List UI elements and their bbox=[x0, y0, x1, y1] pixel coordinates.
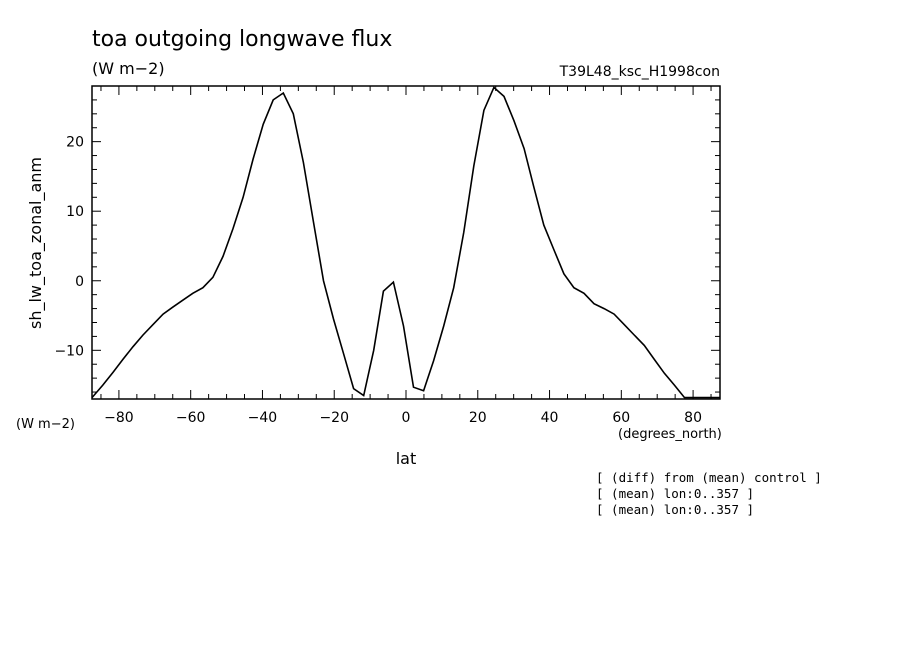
x-tick-label: 0 bbox=[402, 410, 411, 426]
x-tick-label: −60 bbox=[176, 410, 206, 426]
y-tick-label: 20 bbox=[66, 135, 84, 151]
chart-units: (W m−2) bbox=[92, 59, 165, 78]
x-tick-label: 20 bbox=[469, 410, 487, 426]
y-tick-label: 10 bbox=[66, 204, 84, 220]
x-tick-label: 40 bbox=[541, 410, 559, 426]
axis-ticks bbox=[92, 85, 720, 399]
y-tick-label: −10 bbox=[54, 343, 84, 359]
tick-labels: −80 −60 −40 −20 0 20 40 60 80 −10 0 10 20 bbox=[54, 135, 702, 426]
y-axis-label: sh_lw_toa_zonal_anm bbox=[26, 157, 46, 329]
annotation-mean-lon-2: [ (mean) lon:0..357 ] bbox=[596, 502, 754, 517]
y-axis-units: (W m−2) bbox=[16, 417, 75, 432]
x-axis-label: lat bbox=[396, 449, 417, 468]
x-axis-units: (degrees_north) bbox=[618, 427, 722, 442]
x-tick-label: 60 bbox=[612, 410, 630, 426]
series-line bbox=[91, 86, 720, 399]
chart-title: toa outgoing longwave flux bbox=[92, 27, 392, 52]
y-tick-label: 0 bbox=[75, 274, 84, 290]
annotation-mean-lon-1: [ (mean) lon:0..357 ] bbox=[596, 486, 754, 501]
x-tick-label: −80 bbox=[104, 410, 134, 426]
x-tick-label: 80 bbox=[684, 410, 702, 426]
annotation-diff: [ (diff) from (mean) control ] bbox=[596, 470, 822, 485]
x-tick-label: −20 bbox=[319, 410, 349, 426]
plot-frame bbox=[91, 85, 721, 400]
experiment-label: T39L48_ksc_H1998con bbox=[559, 64, 720, 80]
x-tick-label: −40 bbox=[248, 410, 278, 426]
